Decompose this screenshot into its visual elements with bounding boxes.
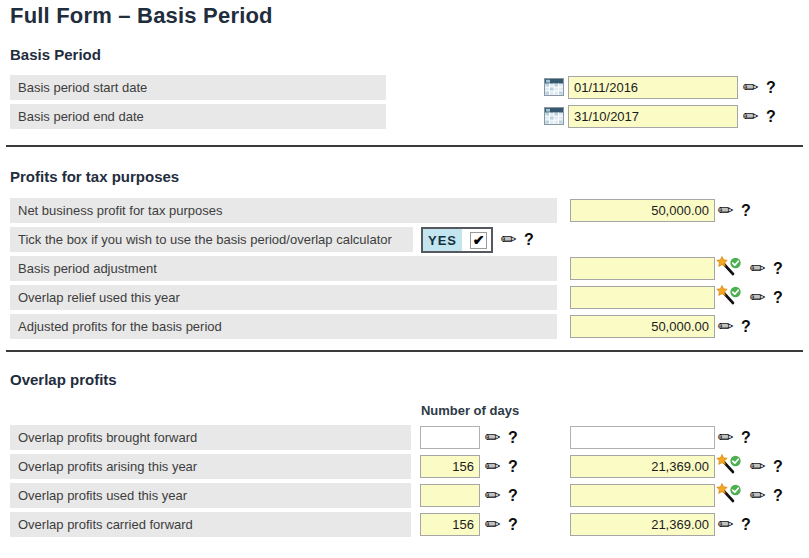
help-icon[interactable]: ? — [773, 459, 783, 475]
help-icon[interactable]: ? — [508, 459, 518, 475]
overlap-carried-forward-amount-input[interactable]: 21,369.00 — [570, 513, 715, 536]
help-icon[interactable]: ? — [773, 261, 783, 277]
help-icon[interactable]: ? — [741, 430, 751, 446]
basis-period-start-date-input[interactable]: 01/11/2016 — [568, 76, 738, 99]
section-heading-basis-period: Basis Period — [10, 46, 101, 63]
calculator-wand-icon[interactable] — [716, 454, 743, 479]
field-label: Overlap profits carried forward — [10, 512, 411, 537]
field-label: Overlap profits brought forward — [10, 425, 411, 450]
field-label: Overlap profits used this year — [10, 483, 411, 508]
basis-period-end-date-input[interactable]: 31/10/2017 — [568, 105, 738, 128]
form-row: Overlap profits brought forward ✏ ? ✏ ? — [0, 425, 809, 450]
overlap-relief-used-input[interactable] — [570, 286, 715, 309]
help-icon[interactable]: ? — [766, 80, 776, 96]
overlap-brought-forward-amount-input[interactable] — [570, 426, 715, 449]
overlap-arising-days-input[interactable]: 156 — [420, 455, 480, 478]
help-icon[interactable]: ? — [508, 488, 518, 504]
form-row: Adjusted profits for the basis period 50… — [0, 314, 809, 339]
calculator-wand-icon[interactable] — [716, 483, 743, 508]
help-icon[interactable]: ? — [766, 109, 776, 125]
form-row: Net business profit for tax purposes 50,… — [0, 198, 809, 223]
help-icon[interactable]: ? — [508, 517, 518, 533]
edit-pencil-icon[interactable]: ✏ — [743, 78, 759, 97]
section-heading-overlap: Overlap profits — [10, 371, 117, 388]
basis-period-adjustment-input[interactable] — [570, 257, 715, 280]
help-icon[interactable]: ? — [741, 319, 751, 335]
field-label: Net business profit for tax purposes — [10, 198, 557, 223]
calculator-yes-toggle[interactable]: YES ✔ — [421, 227, 493, 253]
page-title: Full Form – Basis Period — [10, 3, 273, 29]
calendar-icon[interactable] — [544, 107, 564, 125]
edit-pencil-icon[interactable]: ✏ — [485, 457, 501, 476]
yes-toggle-label: YES — [423, 229, 462, 251]
edit-pencil-icon[interactable]: ✏ — [750, 486, 766, 505]
field-label: Basis period end date — [10, 104, 386, 129]
section-divider — [6, 350, 803, 352]
form-row: Basis period adjustment ✏ ? — [0, 256, 809, 281]
form-row: Overlap profits used this year ✏ ? ✏ ? — [0, 483, 809, 508]
form-row: Overlap relief used this year ✏ ? — [0, 285, 809, 310]
edit-pencil-icon[interactable]: ✏ — [750, 457, 766, 476]
field-label: Tick the box if you wish to use the basi… — [10, 227, 413, 252]
help-icon[interactable]: ? — [524, 232, 534, 248]
section-heading-profits: Profits for tax purposes — [10, 168, 179, 185]
form-row: Tick the box if you wish to use the basi… — [0, 227, 809, 252]
help-icon[interactable]: ? — [773, 488, 783, 504]
calculator-checkbox[interactable]: ✔ — [470, 232, 487, 249]
edit-pencil-icon[interactable]: ✏ — [718, 201, 734, 220]
calculator-wand-icon[interactable] — [716, 256, 743, 281]
field-label: Adjusted profits for the basis period — [10, 314, 557, 339]
help-icon[interactable]: ? — [773, 290, 783, 306]
overlap-used-days-input[interactable] — [420, 484, 480, 507]
calculator-wand-icon[interactable] — [716, 285, 743, 310]
edit-pencil-icon[interactable]: ✏ — [743, 107, 759, 126]
field-label: Basis period adjustment — [10, 256, 557, 281]
form-row: Basis period start date 01/11/2016 ✏ ? — [0, 75, 809, 100]
overlap-brought-forward-days-input[interactable] — [420, 426, 480, 449]
edit-pencil-icon[interactable]: ✏ — [750, 288, 766, 307]
field-label: Basis period start date — [10, 75, 386, 100]
edit-pencil-icon[interactable]: ✏ — [718, 515, 734, 534]
overlap-arising-amount-input[interactable]: 21,369.00 — [570, 455, 715, 478]
edit-pencil-icon[interactable]: ✏ — [485, 486, 501, 505]
net-business-profit-input[interactable]: 50,000.00 — [570, 199, 715, 222]
calendar-icon[interactable] — [544, 78, 564, 96]
edit-pencil-icon[interactable]: ✏ — [718, 428, 734, 447]
edit-pencil-icon[interactable]: ✏ — [485, 428, 501, 447]
edit-pencil-icon[interactable]: ✏ — [718, 317, 734, 336]
section-divider — [6, 145, 803, 147]
overlap-carried-forward-days-input[interactable]: 156 — [420, 513, 480, 536]
adjusted-profits-input[interactable]: 50,000.00 — [570, 315, 715, 338]
form-row: Basis period end date 31/10/2017 ✏ ? — [0, 104, 809, 129]
help-icon[interactable]: ? — [741, 203, 751, 219]
help-icon[interactable]: ? — [508, 430, 518, 446]
field-label: Overlap profits arising this year — [10, 454, 411, 479]
overlap-used-amount-input[interactable] — [570, 484, 715, 507]
edit-pencil-icon[interactable]: ✏ — [501, 230, 517, 249]
edit-pencil-icon[interactable]: ✏ — [750, 259, 766, 278]
edit-pencil-icon[interactable]: ✏ — [485, 515, 501, 534]
field-label: Overlap relief used this year — [10, 285, 557, 310]
number-of-days-column-header: Number of days — [404, 403, 536, 418]
form-row: Overlap profits carried forward 156 ✏ ? … — [0, 512, 809, 537]
form-row: Overlap profits arising this year 156 ✏ … — [0, 454, 809, 479]
basis-period-form: Full Form – Basis Period Basis Period Ba… — [0, 0, 809, 558]
help-icon[interactable]: ? — [741, 517, 751, 533]
